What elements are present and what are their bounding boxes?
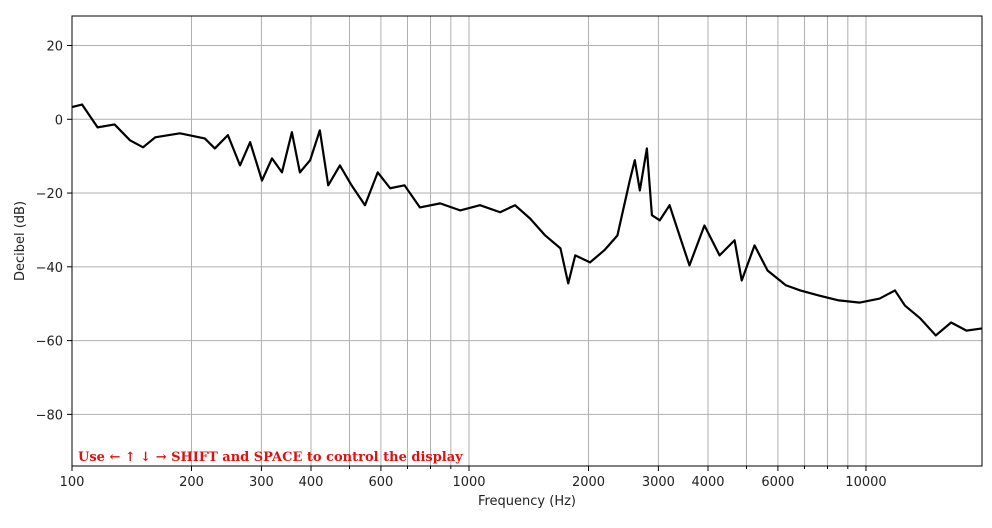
y-axis-label: Decibel (dB) xyxy=(13,201,28,281)
x-tick-label: 600 xyxy=(369,475,394,490)
y-tick-label: −80 xyxy=(36,408,63,423)
x-tick-label: 2000 xyxy=(572,475,605,490)
annotation: Use ← ↑ ↓ → SHIFT and SPACE to control t… xyxy=(78,450,463,465)
spectrum-line xyxy=(71,103,983,337)
y-tick-label: 20 xyxy=(46,40,63,55)
x-tick-label: 200 xyxy=(179,475,204,490)
y-tick-label: −20 xyxy=(36,187,63,202)
y-tick-label: −40 xyxy=(36,261,63,276)
x-tick-label: 400 xyxy=(299,475,324,490)
x-tick-label: 1000 xyxy=(452,475,485,490)
x-tick-label: 3000 xyxy=(642,475,675,490)
x-axis-label: Frequency (Hz) xyxy=(478,494,576,509)
y-tick-label: 0 xyxy=(55,113,63,128)
x-tick-label: 6000 xyxy=(761,475,794,490)
x-tick-label: 100 xyxy=(60,475,85,490)
y-tick-label: −60 xyxy=(36,335,63,350)
x-tick-label: 10000 xyxy=(845,475,886,490)
x-tick-label: 300 xyxy=(249,475,274,490)
plot-frame xyxy=(71,15,983,467)
x-tick-label: 4000 xyxy=(691,475,724,490)
